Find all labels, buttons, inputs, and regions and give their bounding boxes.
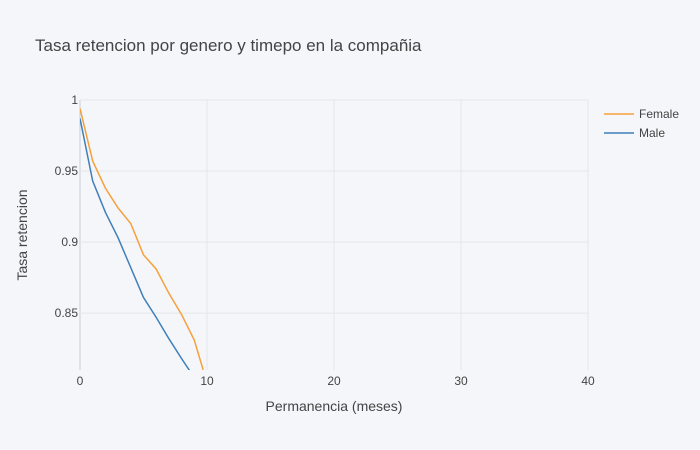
y-tick-label: 0.95 bbox=[55, 164, 79, 178]
grid bbox=[79, 99, 589, 370]
y-tick-label: 0.85 bbox=[55, 306, 79, 320]
chart-title: Tasa retencion por genero y timepo en la… bbox=[35, 36, 422, 55]
series-line-female[interactable] bbox=[80, 108, 204, 371]
x-tick-labels: 0 10 20 30 40 bbox=[77, 374, 595, 388]
series-line-male[interactable] bbox=[80, 118, 193, 376]
legend-label-female[interactable]: Female bbox=[639, 107, 679, 121]
legend[interactable]: Female Male bbox=[604, 107, 679, 140]
series-lines bbox=[80, 108, 204, 376]
x-tick-label: 30 bbox=[454, 374, 468, 388]
y-tick-labels: 1 0.95 0.9 0.85 bbox=[55, 93, 79, 320]
y-axis-label: Tasa retencion bbox=[14, 189, 30, 280]
x-tick-label: 20 bbox=[327, 374, 341, 388]
x-tick-label: 10 bbox=[200, 374, 214, 388]
x-axis-label: Permanencia (meses) bbox=[266, 398, 403, 414]
legend-label-male[interactable]: Male bbox=[639, 126, 665, 140]
x-tick-label: 40 bbox=[581, 374, 595, 388]
y-tick-label: 0.9 bbox=[61, 235, 78, 249]
y-tick-label: 1 bbox=[71, 93, 78, 107]
x-tick-label: 0 bbox=[77, 374, 84, 388]
